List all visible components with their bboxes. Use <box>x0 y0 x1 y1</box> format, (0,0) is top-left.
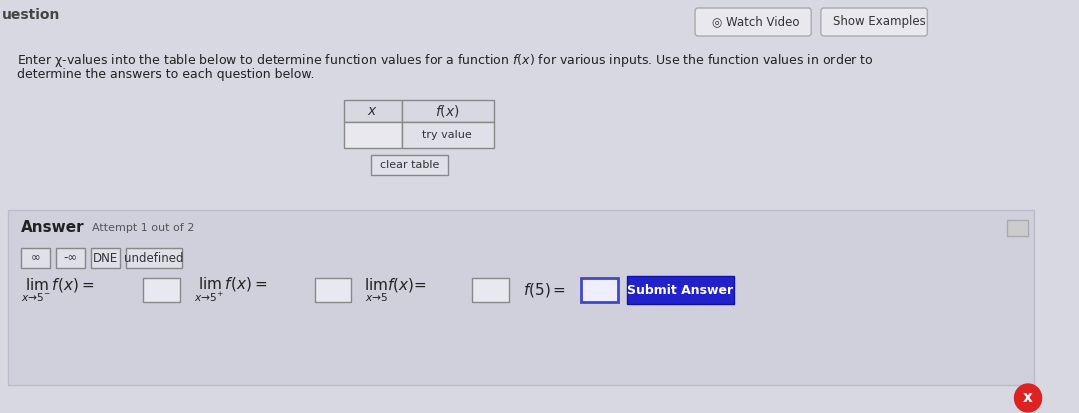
Text: x: x <box>1023 391 1033 406</box>
Bar <box>126 248 182 268</box>
FancyBboxPatch shape <box>695 8 811 36</box>
Bar <box>22 248 51 268</box>
Bar <box>56 248 85 268</box>
Bar <box>371 155 448 175</box>
Text: Attempt 1 out of 2: Attempt 1 out of 2 <box>92 223 194 233</box>
Bar <box>91 248 120 268</box>
Bar <box>8 210 1034 385</box>
Bar <box>627 276 734 304</box>
Text: try value: try value <box>422 130 473 140</box>
Bar <box>401 122 494 148</box>
Text: -∞: -∞ <box>64 252 78 264</box>
Text: ∞: ∞ <box>31 252 41 264</box>
Circle shape <box>1014 384 1041 412</box>
Text: ◎ Watch Video: ◎ Watch Video <box>712 16 800 28</box>
Bar <box>1007 220 1028 236</box>
Text: Enter χ-values into the table below to determine function values for a function : Enter χ-values into the table below to d… <box>17 52 874 69</box>
Bar <box>315 278 352 302</box>
Bar <box>678 5 1036 43</box>
Text: Show Examples: Show Examples <box>833 16 926 28</box>
Text: Answer: Answer <box>22 221 85 235</box>
Text: $\lim_{x \to 5^-} f(x) =$: $\lim_{x \to 5^-} f(x) =$ <box>22 276 95 304</box>
FancyBboxPatch shape <box>821 8 927 36</box>
Bar <box>144 278 180 302</box>
Text: uestion: uestion <box>2 8 60 22</box>
Text: $\lim_{x \to 5^+} f(x) =$: $\lim_{x \to 5^+} f(x) =$ <box>193 276 267 304</box>
Text: $f(5) =$: $f(5) =$ <box>522 281 565 299</box>
Text: DNE: DNE <box>93 252 118 264</box>
Text: $\lim_{x \to 5} f(x) =$: $\lim_{x \to 5} f(x) =$ <box>364 276 426 304</box>
Text: clear table: clear table <box>380 160 439 170</box>
Bar <box>343 100 401 122</box>
Text: Submit Answer: Submit Answer <box>628 283 734 297</box>
Text: $f(x)$: $f(x)$ <box>435 103 460 119</box>
Text: $x$: $x$ <box>367 104 378 118</box>
Bar <box>581 278 617 302</box>
Bar <box>401 100 494 122</box>
Bar <box>343 122 401 148</box>
Text: determine the answers to each question below.: determine the answers to each question b… <box>17 68 315 81</box>
Text: undefined: undefined <box>124 252 183 264</box>
Bar <box>473 278 509 302</box>
